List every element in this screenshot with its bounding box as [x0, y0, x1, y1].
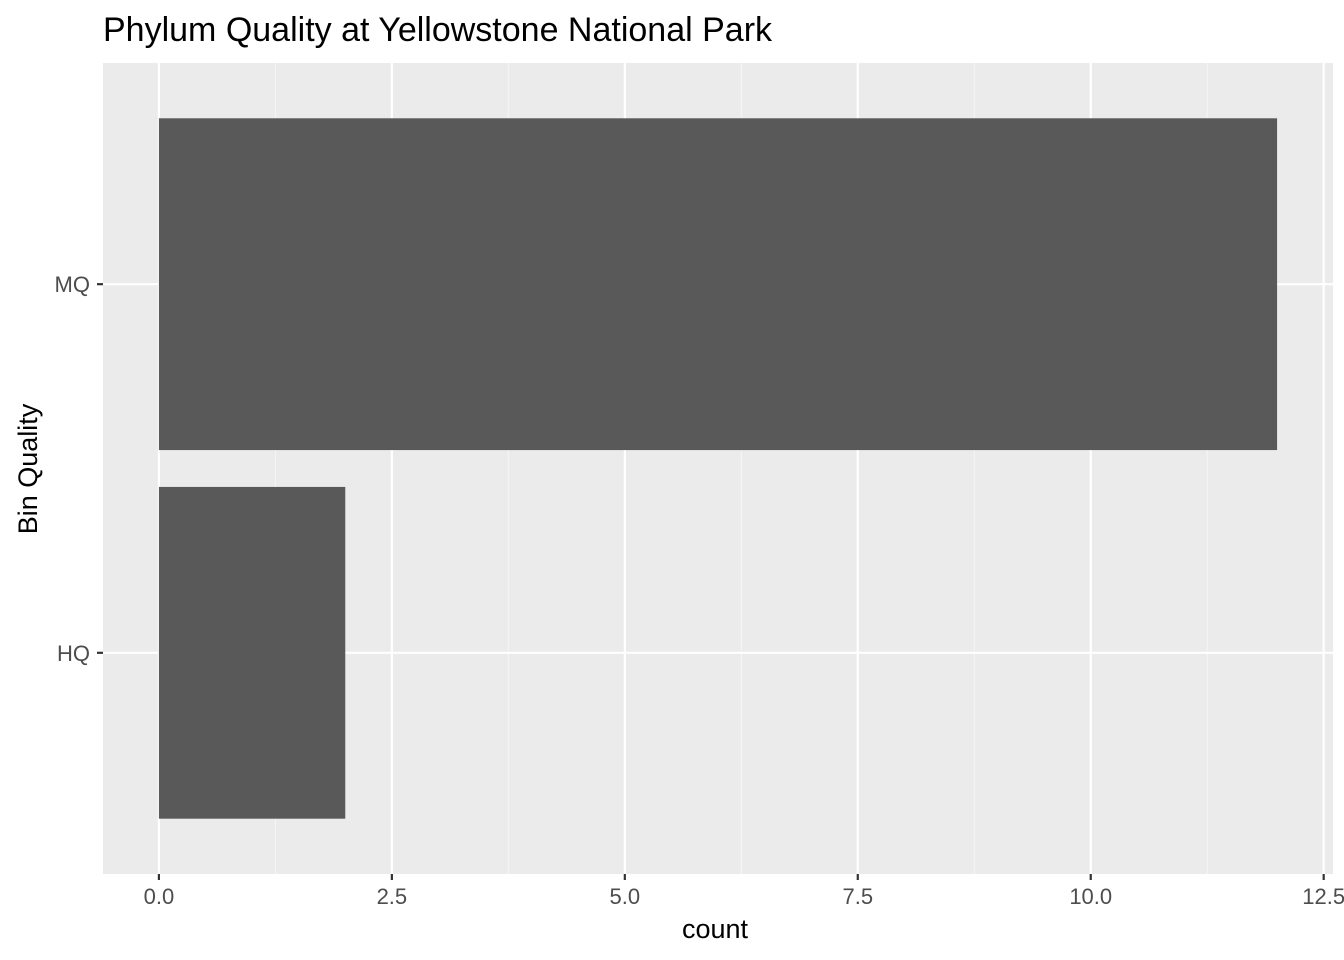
x-tick-label: 7.5: [842, 884, 873, 909]
x-axis-title: count: [682, 914, 749, 944]
x-tick-label: 10.0: [1069, 884, 1112, 909]
chart-title: Phylum Quality at Yellowstone National P…: [103, 11, 773, 49]
bars: [158, 118, 1278, 819]
x-axis: 0.0 2.5 5.0 7.5 10.0 12.5: [144, 874, 1344, 909]
x-tick-label: 5.0: [610, 884, 641, 909]
x-tick-label: 2.5: [377, 884, 408, 909]
y-axis: HQ MQ: [55, 272, 103, 666]
x-tick-label: 0.0: [144, 884, 175, 909]
y-tick-label: MQ: [55, 272, 90, 297]
y-axis-title: Bin Quality: [13, 403, 43, 534]
y-tick-label: HQ: [57, 641, 90, 666]
bar-mq: [158, 118, 1278, 451]
x-tick-label: 12.5: [1302, 884, 1344, 909]
bar-hq: [158, 486, 346, 819]
